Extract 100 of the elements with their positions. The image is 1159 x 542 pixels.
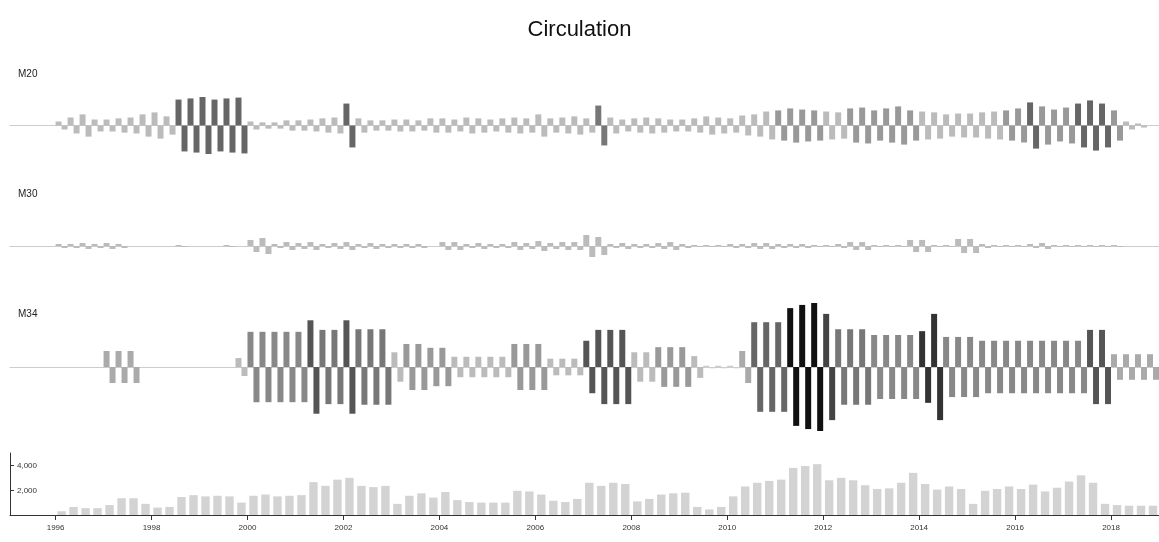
bar	[1136, 505, 1146, 515]
bar	[577, 246, 584, 250]
bar	[841, 367, 848, 405]
bar	[1004, 486, 1014, 515]
bar	[133, 367, 140, 383]
bar	[991, 340, 998, 367]
bar	[391, 352, 398, 367]
bar	[85, 125, 92, 137]
bar	[573, 498, 582, 515]
bar	[597, 485, 606, 515]
bar	[1076, 475, 1086, 515]
bar	[1075, 340, 1082, 367]
bar	[667, 347, 674, 367]
bar	[817, 367, 824, 431]
bar	[777, 479, 786, 515]
bar	[884, 488, 894, 515]
bar	[829, 125, 836, 140]
bar	[973, 246, 980, 254]
bar	[177, 497, 186, 515]
bar	[223, 98, 230, 126]
bar	[253, 367, 260, 403]
bar	[565, 246, 572, 250]
x-tick-label: 2002	[334, 522, 353, 532]
bar	[901, 367, 908, 399]
bar	[309, 482, 318, 515]
bar	[1135, 354, 1142, 367]
bar	[189, 495, 198, 515]
bar	[475, 356, 482, 367]
bar	[973, 125, 980, 138]
bar	[799, 304, 806, 367]
bar	[549, 500, 558, 515]
bar	[1093, 125, 1100, 151]
bar	[601, 367, 608, 405]
bar	[547, 358, 554, 367]
bar	[211, 99, 218, 126]
bar	[505, 367, 512, 378]
bar	[823, 111, 830, 126]
bar	[631, 118, 638, 126]
bar	[553, 125, 560, 133]
bar	[657, 494, 666, 515]
bar	[285, 495, 294, 515]
bar	[679, 347, 686, 367]
bar	[980, 490, 990, 515]
bar	[553, 246, 560, 249]
bar	[253, 246, 260, 253]
bar	[661, 367, 668, 387]
bar	[513, 490, 522, 515]
bar	[841, 125, 848, 139]
bar	[439, 242, 446, 246]
bar	[745, 125, 752, 136]
bar	[883, 335, 890, 367]
bar	[505, 125, 512, 133]
bar	[481, 125, 488, 133]
bar	[321, 485, 330, 515]
bar	[259, 331, 266, 367]
bar	[847, 108, 854, 126]
bar	[757, 125, 764, 137]
x-tick-label: 2018	[1102, 522, 1121, 532]
bar	[835, 329, 842, 367]
bar	[589, 246, 596, 257]
bar	[1045, 367, 1052, 394]
bar	[585, 482, 594, 515]
bar	[361, 125, 368, 133]
bar	[511, 242, 518, 246]
bar	[955, 113, 962, 126]
bar	[1027, 340, 1034, 367]
bar	[391, 119, 398, 126]
text: M20	[18, 67, 38, 79]
bar	[345, 477, 354, 515]
bar	[535, 241, 542, 246]
bar	[103, 119, 110, 126]
bar	[1003, 340, 1010, 367]
bar	[1033, 125, 1040, 149]
bar	[992, 488, 1002, 515]
bar	[379, 120, 386, 126]
bar	[271, 331, 278, 367]
bar	[1040, 491, 1050, 515]
bar	[805, 125, 812, 142]
bar	[445, 246, 452, 250]
bar	[595, 329, 602, 367]
bar	[609, 482, 618, 515]
bar	[417, 493, 426, 515]
bar	[1027, 102, 1034, 126]
bar	[451, 242, 458, 246]
bar	[967, 113, 974, 126]
bar	[944, 486, 954, 515]
bar	[331, 329, 338, 367]
bar	[561, 501, 570, 515]
bar	[115, 118, 122, 126]
bar	[601, 246, 608, 256]
bar	[141, 503, 150, 515]
bar	[367, 243, 374, 246]
bar	[393, 503, 402, 515]
bar	[517, 367, 524, 391]
bar	[769, 125, 776, 140]
bar	[217, 125, 224, 152]
bar	[103, 351, 110, 367]
bar	[439, 347, 446, 367]
bar	[967, 336, 974, 367]
bar	[955, 336, 962, 367]
